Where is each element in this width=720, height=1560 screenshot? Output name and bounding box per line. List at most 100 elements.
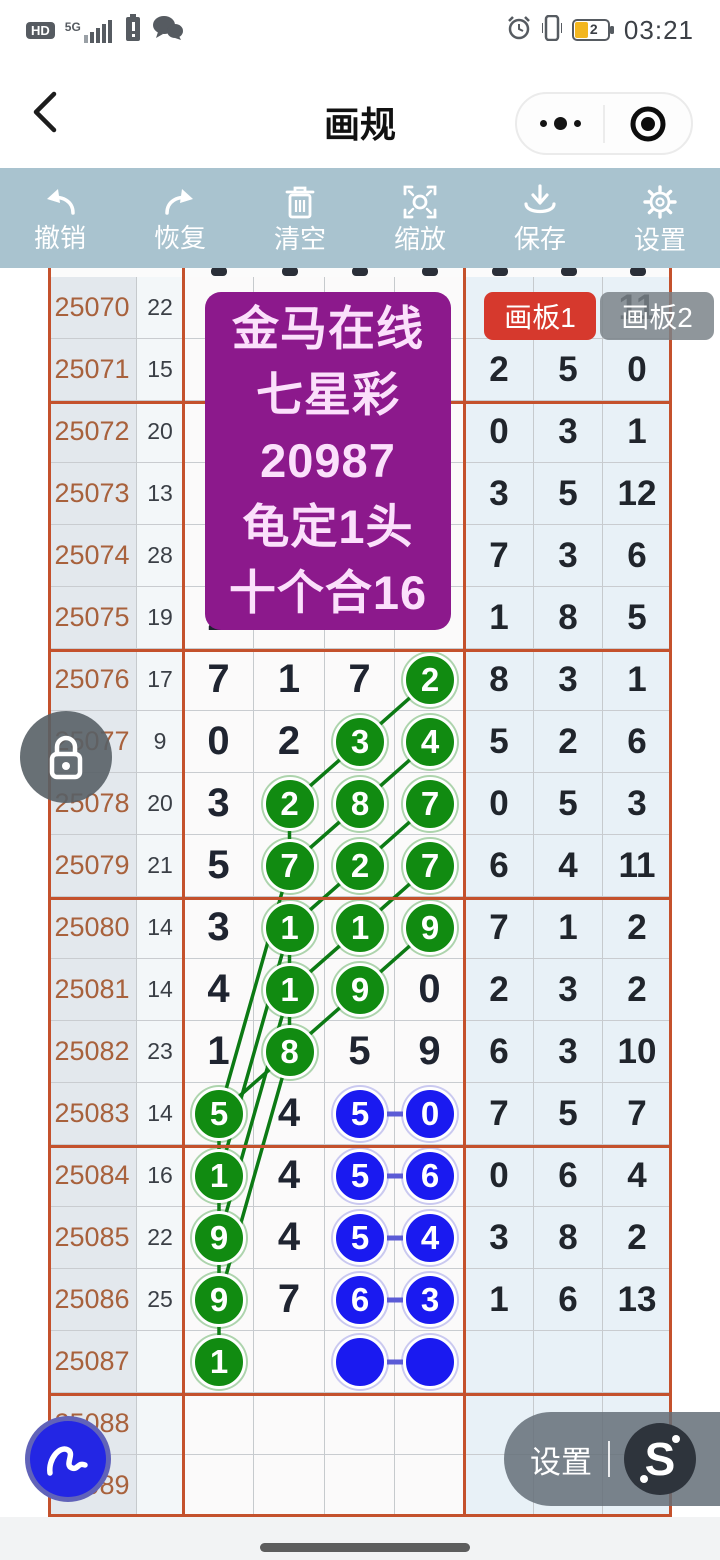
digit-cell[interactable]: 1: [184, 1021, 254, 1083]
green-marked-number[interactable]: 2: [403, 653, 457, 707]
green-marked-number[interactable]: 1: [192, 1335, 246, 1389]
more-menu-button[interactable]: [517, 94, 603, 153]
count-cell[interactable]: [137, 1455, 184, 1517]
digit-cell[interactable]: [184, 1455, 254, 1517]
sum-cell[interactable]: 8: [465, 649, 534, 711]
sum-cell[interactable]: 7: [465, 1083, 534, 1145]
blue-marked-number[interactable]: 6: [403, 1149, 457, 1203]
period-cell[interactable]: 25082: [48, 1021, 137, 1083]
digit-cell[interactable]: [254, 1455, 325, 1517]
undo-button[interactable]: 撤销: [0, 168, 120, 268]
sum-cell[interactable]: 6: [465, 1021, 534, 1083]
sum-cell[interactable]: 0: [465, 773, 534, 835]
sum-cell[interactable]: 10: [603, 1021, 672, 1083]
blue-marked-number[interactable]: 5: [333, 1087, 387, 1141]
digit-cell[interactable]: 2: [254, 711, 325, 773]
sum-cell[interactable]: 13: [603, 1269, 672, 1331]
sum-cell[interactable]: 1: [465, 587, 534, 649]
period-cell[interactable]: 25070: [48, 277, 137, 339]
period-cell[interactable]: 25085: [48, 1207, 137, 1269]
home-indicator[interactable]: [260, 1543, 470, 1552]
blue-marked-number[interactable]: 0: [403, 1087, 457, 1141]
sum-cell[interactable]: 3: [534, 959, 603, 1021]
sum-cell[interactable]: 5: [534, 1083, 603, 1145]
clear-button[interactable]: 清空: [240, 168, 360, 268]
sum-cell[interactable]: 0: [465, 401, 534, 463]
green-marked-number[interactable]: 9: [192, 1211, 246, 1265]
sum-cell[interactable]: 3: [465, 1207, 534, 1269]
count-cell[interactable]: 23: [137, 1021, 184, 1083]
green-marked-number[interactable]: 1: [333, 901, 387, 955]
period-cell[interactable]: 25084: [48, 1145, 137, 1207]
count-cell[interactable]: 16: [137, 1145, 184, 1207]
count-cell[interactable]: 9: [137, 711, 184, 773]
digit-cell[interactable]: 1: [254, 649, 325, 711]
pen-tool-button[interactable]: [25, 1416, 111, 1502]
lock-button[interactable]: [20, 711, 112, 803]
sum-cell[interactable]: 11: [603, 835, 672, 897]
sum-cell[interactable]: 3: [534, 649, 603, 711]
green-marked-number[interactable]: 1: [262, 901, 317, 955]
period-cell[interactable]: 25073: [48, 463, 137, 525]
green-marked-number[interactable]: 7: [403, 777, 457, 831]
count-cell[interactable]: 14: [137, 897, 184, 959]
period-cell[interactable]: 25072: [48, 401, 137, 463]
sum-cell[interactable]: [534, 1331, 603, 1393]
period-cell[interactable]: 25080: [48, 897, 137, 959]
digit-cell[interactable]: 7: [184, 649, 254, 711]
period-cell[interactable]: 25074: [48, 525, 137, 587]
save-button[interactable]: 保存: [480, 168, 600, 268]
digit-cell[interactable]: 3: [184, 773, 254, 835]
count-cell[interactable]: 13: [137, 463, 184, 525]
sum-cell[interactable]: 1: [603, 649, 672, 711]
green-marked-number[interactable]: 8: [333, 777, 387, 831]
green-marked-number[interactable]: 8: [262, 1025, 317, 1079]
sum-cell[interactable]: 2: [465, 959, 534, 1021]
sum-cell[interactable]: 5: [534, 773, 603, 835]
sum-cell[interactable]: 12: [603, 463, 672, 525]
sum-cell[interactable]: 1: [534, 897, 603, 959]
green-marked-number[interactable]: 9: [403, 901, 457, 955]
digit-cell[interactable]: 5: [325, 1021, 395, 1083]
redo-button[interactable]: 恢复: [120, 168, 240, 268]
sum-cell[interactable]: 2: [534, 711, 603, 773]
blue-marked-number[interactable]: 6: [333, 1273, 387, 1327]
blue-solid-dot[interactable]: [333, 1335, 387, 1389]
green-marked-number[interactable]: 7: [403, 839, 457, 893]
count-cell[interactable]: 19: [137, 587, 184, 649]
sum-cell[interactable]: 6: [534, 1145, 603, 1207]
sum-cell[interactable]: 3: [465, 463, 534, 525]
sum-cell[interactable]: 5: [603, 587, 672, 649]
count-cell[interactable]: 20: [137, 401, 184, 463]
blue-marked-number[interactable]: 3: [403, 1273, 457, 1327]
menu-settings-button[interactable]: 设置: [530, 1444, 592, 1480]
green-marked-number[interactable]: 2: [262, 777, 317, 831]
green-marked-number[interactable]: 4: [403, 715, 457, 769]
sum-cell[interactable]: 6: [603, 711, 672, 773]
green-marked-number[interactable]: 7: [262, 839, 317, 893]
period-cell[interactable]: 25081: [48, 959, 137, 1021]
app-logo-button[interactable]: S: [624, 1423, 696, 1495]
digit-cell[interactable]: [254, 1393, 325, 1455]
green-marked-number[interactable]: 9: [192, 1273, 246, 1327]
sum-cell[interactable]: 0: [465, 1145, 534, 1207]
count-cell[interactable]: 14: [137, 959, 184, 1021]
blue-marked-number[interactable]: 5: [333, 1211, 387, 1265]
count-cell[interactable]: 22: [137, 277, 184, 339]
sum-cell[interactable]: 1: [465, 1269, 534, 1331]
digit-cell[interactable]: 9: [395, 1021, 465, 1083]
digit-cell[interactable]: [254, 1331, 325, 1393]
green-marked-number[interactable]: 3: [333, 715, 387, 769]
blue-solid-dot[interactable]: [403, 1335, 457, 1389]
digit-cell[interactable]: 4: [254, 1145, 325, 1207]
period-cell[interactable]: 25079: [48, 835, 137, 897]
sum-cell[interactable]: 0: [603, 339, 672, 401]
blue-marked-number[interactable]: 4: [403, 1211, 457, 1265]
green-marked-number[interactable]: 1: [192, 1149, 246, 1203]
settings-button[interactable]: 设置: [600, 168, 720, 268]
period-cell[interactable]: 25086: [48, 1269, 137, 1331]
green-marked-number[interactable]: 1: [262, 963, 317, 1017]
sum-cell[interactable]: [465, 1331, 534, 1393]
digit-cell[interactable]: [325, 1455, 395, 1517]
green-marked-number[interactable]: 2: [333, 839, 387, 893]
